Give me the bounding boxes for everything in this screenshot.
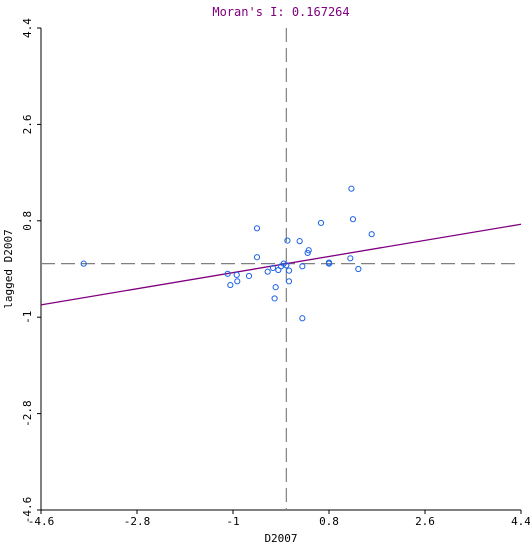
data-point [355, 265, 362, 273]
data-point [349, 216, 357, 223]
data-point [253, 254, 261, 261]
data-point [317, 219, 325, 227]
y-tick-label: -1 [21, 311, 34, 324]
data-point [224, 270, 231, 277]
x-tick-label: 4.4 [511, 515, 530, 528]
y-tick-label: 2.6 [21, 114, 34, 134]
data-point [233, 271, 240, 278]
data-point [227, 281, 234, 289]
data-point [325, 259, 333, 266]
data-point [296, 238, 303, 245]
data-point [253, 225, 261, 232]
data-point [347, 255, 354, 262]
data-point [269, 264, 277, 272]
data-point [285, 267, 293, 274]
data-point [264, 268, 271, 275]
data-point [271, 295, 278, 302]
data-point [285, 278, 293, 285]
data-point [80, 260, 87, 267]
y-tick-label: -2.8 [21, 400, 34, 427]
data-point [368, 231, 375, 238]
x-tick-label: -2.8 [124, 515, 151, 528]
data-point [284, 237, 291, 244]
data-point [348, 185, 355, 192]
data-point [299, 315, 306, 322]
data-point [283, 262, 290, 269]
data-point [299, 263, 306, 270]
data-point [305, 247, 312, 254]
axes-group [40, 28, 521, 511]
x-tick-label: -4.6 [28, 515, 55, 528]
chart-title: Moran's I: 0.167264 [212, 5, 349, 19]
x-tick-label: -1 [226, 515, 239, 528]
x-tick-label: 0.8 [319, 515, 339, 528]
data-point [234, 278, 241, 285]
y-tick-label: 0.8 [21, 211, 34, 231]
y-tick-label: 4.4 [21, 18, 34, 38]
x-axis-label: D2007 [264, 532, 297, 545]
data-point [272, 284, 279, 291]
y-tick-label: -4.6 [21, 497, 34, 524]
y-axis-label: lagged D2007 [2, 229, 15, 308]
data-point [245, 272, 253, 280]
ticks-group: -4.6 -2.8 -1 0.8 2.6 4.4 -4.6 -2.8 -1 0.8 2.6 4.4 [21, 18, 530, 528]
data-points [80, 185, 375, 322]
x-tick-label: 2.6 [415, 515, 435, 528]
